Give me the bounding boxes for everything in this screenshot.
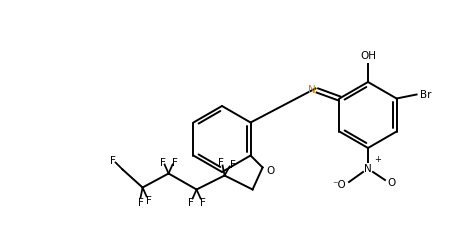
Text: F: F	[199, 197, 206, 207]
Text: +: +	[374, 154, 381, 163]
Text: F: F	[218, 157, 224, 167]
Text: F: F	[172, 157, 178, 167]
Text: O: O	[387, 177, 395, 187]
Text: F: F	[159, 157, 166, 167]
Text: N: N	[307, 84, 315, 94]
Text: OH: OH	[360, 51, 376, 61]
Text: ⁻O: ⁻O	[332, 179, 346, 189]
Text: N: N	[364, 163, 372, 173]
Text: Br: Br	[419, 89, 431, 99]
Text: O: O	[266, 165, 275, 175]
Text: F: F	[188, 197, 193, 207]
Text: F: F	[138, 197, 144, 207]
Text: F: F	[230, 159, 235, 169]
Text: F: F	[146, 195, 152, 205]
Text: F: F	[110, 155, 115, 165]
